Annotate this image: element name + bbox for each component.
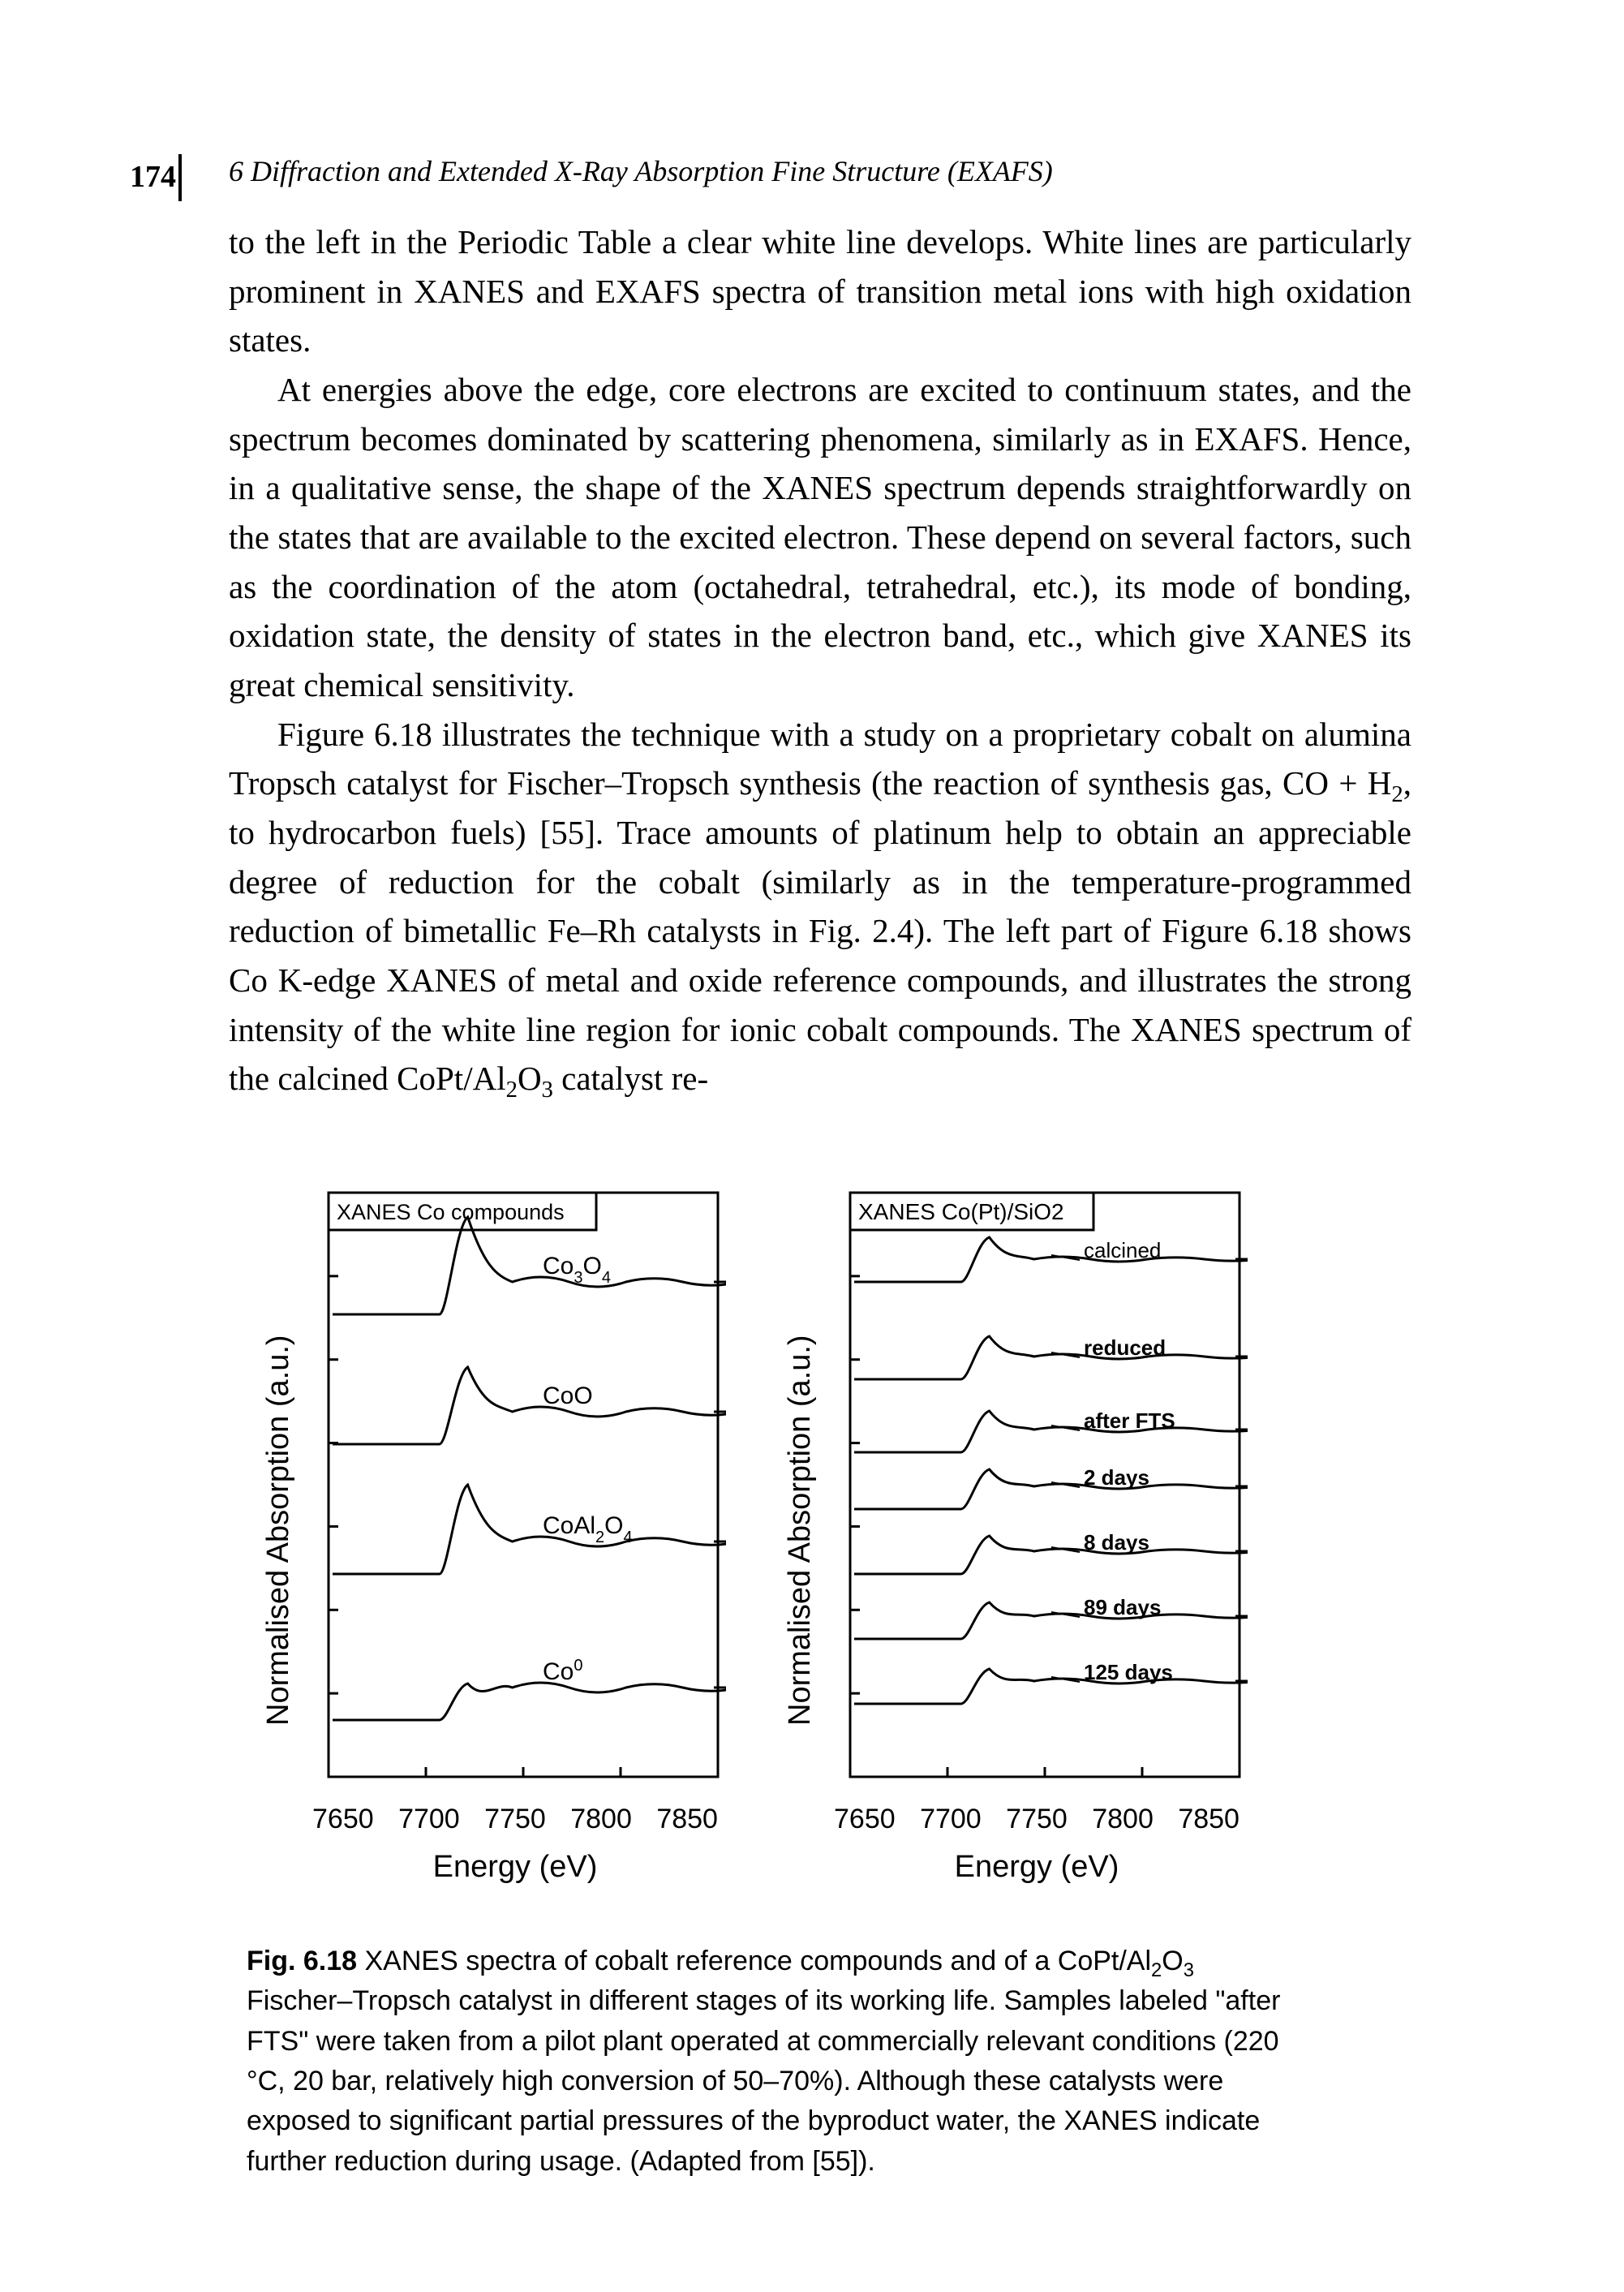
svg-text:125 days: 125 days [1084, 1660, 1173, 1684]
y-axis-label: Normalised Absorption (a.u.) [253, 1176, 296, 1885]
x-ticks-left: 7650 7700 7750 7800 7850 [304, 1797, 726, 1835]
panel-left-plot: XANES Co compounds Co3O4 CoO CoAl2O4 Co0 765… [304, 1176, 726, 1885]
svg-text:Co3O4: Co3O4 [543, 1253, 611, 1287]
header-rule [178, 154, 182, 201]
subscript: 2 [1151, 1959, 1162, 1981]
svg-text:XANES Co compounds: XANES Co compounds [337, 1200, 565, 1224]
tick: 7650 [312, 1804, 374, 1835]
figure-caption: Fig. 6.18 XANES spectra of cobalt refere… [229, 1942, 1285, 2182]
subscript: 3 [1184, 1959, 1194, 1981]
xanes-left-plot: XANES Co compounds Co3O4 CoO CoAl2O4 Co0 [304, 1176, 726, 1793]
figure-6-18: Normalised Absorption (a.u.) XANES Co co… [211, 1176, 1411, 2182]
svg-text:CoO: CoO [543, 1383, 593, 1409]
x-axis-label: Energy (eV) [304, 1850, 726, 1885]
svg-text:8 days: 8 days [1084, 1530, 1149, 1555]
tick: 7650 [834, 1804, 896, 1835]
tick: 7700 [398, 1804, 460, 1835]
subscript: 3 [542, 1077, 553, 1103]
tick: 7800 [1092, 1804, 1154, 1835]
paragraph-3c: catalyst re- [553, 1060, 708, 1097]
paragraph-3b: , to hydrocarbon fuels) [55]. Trace amou… [229, 764, 1411, 1097]
subscript: 2 [1391, 782, 1403, 808]
paragraph-2: At energies above the edge, core electro… [229, 365, 1411, 710]
svg-text:CoAl2O4: CoAl2O4 [543, 1512, 633, 1546]
svg-text:calcined: calcined [1084, 1238, 1161, 1262]
paragraph-3: Figure 6.18 illustrates the technique wi… [229, 710, 1411, 1103]
tick: 7800 [570, 1804, 632, 1835]
caption-text-b: Fischer–Tropsch catalyst in different st… [247, 1985, 1280, 2176]
xanes-right-plot: XANES Co(Pt)/SiO2 calcined reduced after FT… [826, 1176, 1248, 1793]
paragraph-3a: Figure 6.18 illustrates the technique wi… [229, 716, 1411, 802]
page-content: 174 6 Diffraction and Extended X-Ray Abs… [211, 154, 1411, 2182]
panel-left: Normalised Absorption (a.u.) XANES Co co… [253, 1176, 726, 1885]
tick: 7750 [1006, 1804, 1068, 1835]
svg-text:after FTS: after FTS [1084, 1408, 1175, 1433]
page-number: 174 [130, 159, 176, 195]
tick: 7750 [484, 1804, 546, 1835]
y-axis-label: Normalised Absorption (a.u.) [775, 1176, 818, 1885]
tick: 7700 [920, 1804, 982, 1835]
figure-panels: Normalised Absorption (a.u.) XANES Co co… [253, 1176, 1411, 1885]
svg-text:XANES Co(Pt)/SiO2: XANES Co(Pt)/SiO2 [858, 1199, 1064, 1224]
panel-right-plot: XANES Co(Pt)/SiO2 calcined reduced after FT… [826, 1176, 1248, 1885]
svg-text:89 days: 89 days [1084, 1595, 1161, 1619]
running-head: 6 Diffraction and Extended X-Ray Absorpt… [211, 154, 1411, 188]
body-text: to the left in the Periodic Table a clea… [211, 217, 1411, 1103]
x-axis-label: Energy (eV) [826, 1850, 1248, 1885]
svg-text:Co0: Co0 [543, 1657, 582, 1685]
svg-text:2 days: 2 days [1084, 1465, 1149, 1490]
panel-right: Normalised Absorption (a.u.) XANES Co(Pt… [775, 1176, 1248, 1885]
caption-text-a: XANES spectra of cobalt reference compou… [357, 1946, 1151, 1976]
tick: 7850 [1178, 1804, 1239, 1835]
svg-text:reduced: reduced [1084, 1335, 1166, 1360]
x-ticks-right: 7650 7700 7750 7800 7850 [826, 1797, 1248, 1835]
paragraph-1: to the left in the Periodic Table a clea… [229, 217, 1411, 365]
subscript: 2 [506, 1077, 518, 1103]
figure-label: Fig. 6.18 [247, 1946, 357, 1976]
tick: 7850 [656, 1804, 718, 1835]
